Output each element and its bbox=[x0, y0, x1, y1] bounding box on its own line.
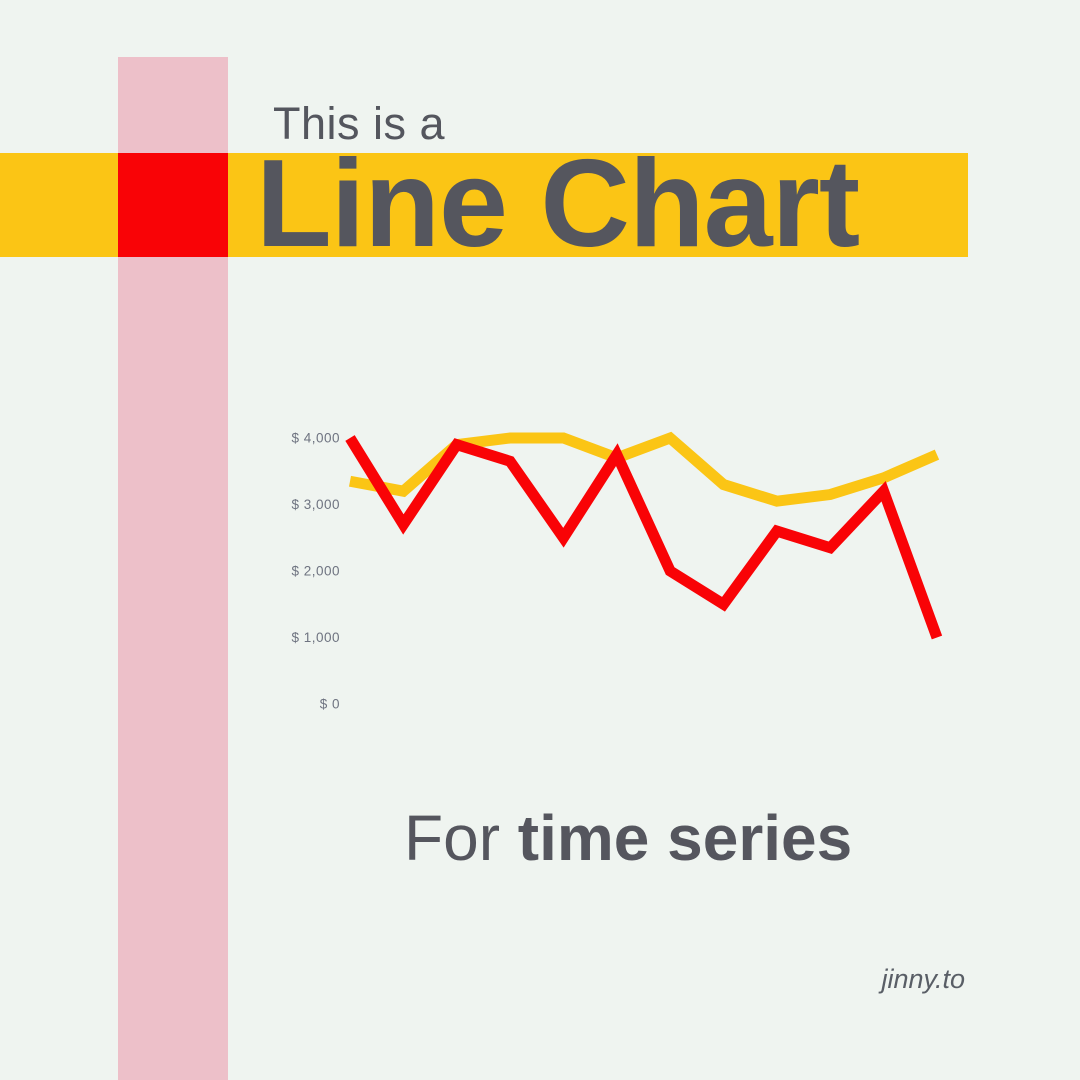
red-intersection-square bbox=[118, 153, 228, 257]
y-axis-tick-label: $ 1,000 bbox=[291, 630, 340, 645]
line-chart: $ 4,000 $ 3,000 $ 2,000 $ 1,000 $ 0 bbox=[290, 420, 980, 720]
red-series-line bbox=[345, 435, 943, 640]
y-axis-tick-label: $ 3,000 bbox=[291, 497, 340, 512]
eyebrow-text: This is a bbox=[273, 98, 446, 149]
y-axis-tick-label: $ 2,000 bbox=[291, 564, 340, 579]
subtitle-prefix: For bbox=[404, 802, 518, 874]
subtitle: For time series bbox=[404, 806, 852, 870]
y-axis-tick-label: $ 0 bbox=[320, 697, 340, 712]
subtitle-emphasis: time series bbox=[517, 802, 853, 874]
page-title: Line Chart bbox=[256, 135, 860, 273]
watermark-signature: jinny.to bbox=[881, 964, 965, 994]
line-chart-svg: $ 4,000 $ 3,000 $ 2,000 $ 1,000 $ 0 bbox=[291, 431, 943, 712]
y-axis-tick-label: $ 4,000 bbox=[291, 431, 340, 446]
